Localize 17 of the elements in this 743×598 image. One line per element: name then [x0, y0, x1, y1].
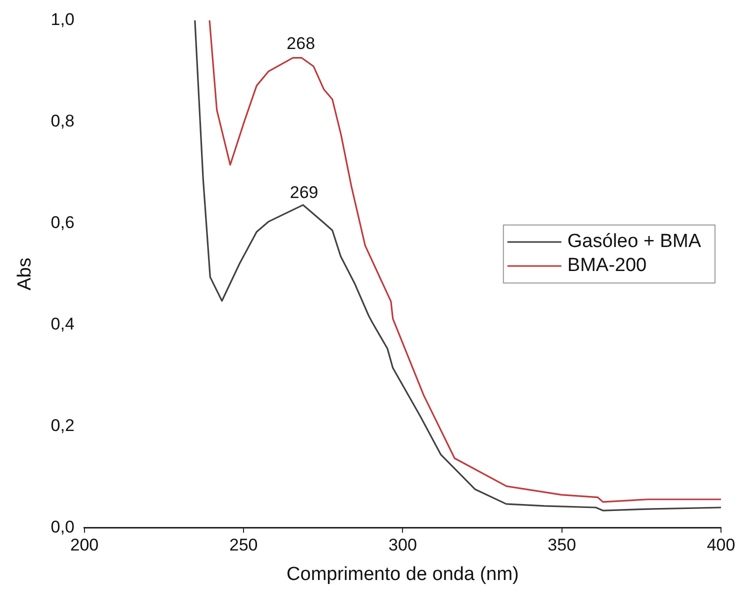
y-tick-label: 0,2	[50, 416, 74, 435]
x-tick-label: 400	[706, 536, 736, 555]
x-tick-label: 250	[229, 536, 258, 555]
x-tick-label: 300	[388, 536, 417, 555]
annotation: 268	[286, 34, 316, 53]
legend-label: Gasóleo + BMA	[567, 231, 702, 252]
y-tick-label: 1,0	[50, 10, 74, 29]
y-axis-title: Abs	[14, 258, 36, 290]
annotation: 269	[290, 183, 318, 202]
x-tick-label: 350	[548, 536, 576, 555]
legend-label: BMA-200	[567, 255, 647, 276]
y-tick-label: 0,0	[50, 517, 74, 536]
y-tick-label: 0,4	[50, 314, 74, 334]
x-axis-title: Comprimento de onda (nm)	[286, 564, 519, 585]
x-tick-label: 200	[70, 536, 99, 555]
y-tick-label: 0,8	[50, 111, 74, 130]
y-tick-label: 0,6	[50, 212, 74, 232]
